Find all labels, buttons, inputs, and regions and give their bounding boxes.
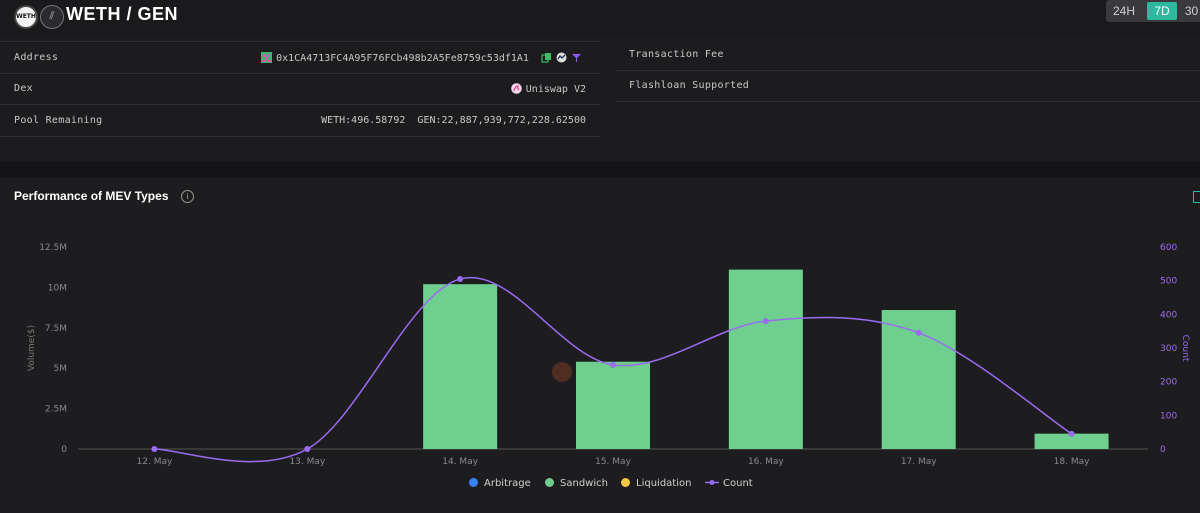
time-range-tabs: 24H 7D 30 — [1106, 0, 1200, 22]
count-point — [915, 329, 922, 336]
x-tick-label: 18. May — [1054, 457, 1090, 467]
legend-arbitrage-label: Arbitrage — [484, 478, 531, 489]
y-tick-label: 0 — [61, 445, 67, 455]
legend-liquidation-label: Liquidation — [636, 478, 692, 489]
x-tick-label: 17. May — [901, 457, 937, 467]
bar-sandwich — [423, 284, 498, 449]
info-icon[interactable]: i — [181, 190, 194, 203]
pool-gen-value: GEN:22,887,939,772,228.62500 — [417, 115, 586, 126]
dex-label: Dex — [14, 83, 33, 94]
count-point — [151, 446, 158, 452]
y-tick-label: 7.5M — [45, 324, 67, 334]
watermark-logo-icon — [552, 362, 572, 382]
y-axis-title: Volume($) — [27, 325, 37, 371]
pool-remaining-row: Pool Remaining WETH:496.58792 GEN:22,887… — [0, 105, 600, 137]
y2-tick-label: 0 — [1160, 445, 1166, 455]
y2-tick-label: 600 — [1160, 243, 1177, 253]
legend-arbitrage[interactable]: Arbitrage — [469, 478, 531, 489]
pool-remaining-value: WETH:496.58792 GEN:22,887,939,772,228.62… — [321, 115, 586, 126]
flashloan-label: Flashloan Supported — [629, 80, 750, 91]
page-title: WETH / GEN — [66, 4, 178, 24]
legend-sandwich[interactable]: Sandwich — [545, 478, 608, 489]
legend-liquidation-marker — [621, 478, 630, 487]
legend-count-marker — [705, 480, 719, 485]
legend-arbitrage-marker — [469, 478, 478, 487]
bar-sandwich — [1034, 433, 1109, 449]
y2-tick-label: 200 — [1160, 378, 1177, 388]
x-tick-label: 16. May — [748, 457, 784, 467]
tab-7d[interactable]: 7D — [1147, 2, 1177, 20]
mev-chart: EigenPhi02.5M5M7.5M10M12.5M0100200300400… — [27, 243, 1190, 467]
pool-remaining-label: Pool Remaining — [14, 115, 103, 126]
transaction-fee-row: Transaction Fee — [615, 40, 1200, 71]
y-tick-label: 12.5M — [39, 243, 67, 253]
count-point — [457, 275, 464, 282]
legend-count-label: Count — [723, 478, 753, 489]
x-tick-label: 14. May — [442, 457, 478, 467]
tab-30d[interactable]: 30 — [1184, 4, 1199, 18]
legend-count[interactable]: Count — [705, 478, 753, 489]
pool-weth-value: WETH:496.58792 — [321, 115, 406, 126]
address-row: Address 0x1CA4713FC4A95F76FCb498b2A5Fe87… — [0, 41, 600, 74]
count-point — [304, 446, 311, 452]
dex-link-icon[interactable] — [571, 52, 582, 63]
section-divider — [0, 162, 1200, 178]
flashloan-row: Flashloan Supported — [615, 71, 1200, 102]
bar-sandwich — [728, 269, 803, 449]
count-point — [1068, 430, 1075, 437]
mev-performance-card: EigenPhi02.5M5M7.5M10M12.5M0100200300400… — [0, 178, 1200, 513]
etherscan-icon[interactable] — [556, 52, 567, 63]
legend-liquidation[interactable]: Liquidation — [621, 478, 691, 489]
y-tick-label: 2.5M — [45, 405, 67, 415]
address-value[interactable]: 0x1CA4713FC4A95F76FCb498b2A5Fe8759c53df1… — [276, 53, 529, 64]
y2-tick-label: 100 — [1160, 411, 1177, 421]
expand-icon[interactable] — [1193, 191, 1200, 203]
weth-logo-icon: WETH — [14, 5, 38, 29]
y2-tick-label: 500 — [1160, 277, 1177, 287]
y-tick-label: 10M — [48, 283, 67, 293]
count-point — [762, 318, 769, 325]
address-identicon-icon — [261, 52, 273, 63]
uniswap-icon — [510, 83, 522, 94]
address-label: Address — [14, 52, 59, 63]
y2-axis-title: Count — [1180, 335, 1190, 362]
copy-icon[interactable] — [541, 52, 552, 63]
x-tick-label: 13. May — [289, 457, 325, 467]
transaction-fee-label: Transaction Fee — [629, 49, 724, 60]
legend-sandwich-marker — [545, 478, 554, 487]
address-value-group: 0x1CA4713FC4A95F76FCb498b2A5Fe8759c53df1… — [261, 52, 586, 64]
bar-sandwich — [576, 361, 650, 449]
pool-info-panel: Address 0x1CA4713FC4A95F76FCb498b2A5Fe87… — [0, 38, 1200, 162]
tab-24h[interactable]: 24H — [1112, 4, 1135, 18]
count-point — [610, 361, 616, 368]
dex-value: Uniswap V2 — [525, 84, 586, 95]
chart-title: Performance of MEV Types — [14, 189, 169, 203]
y2-tick-label: 400 — [1160, 310, 1177, 320]
dex-row: Dex Uniswap V2 — [0, 73, 600, 105]
dex-value-group: Uniswap V2 — [510, 83, 586, 95]
y2-tick-label: 300 — [1160, 344, 1177, 354]
x-tick-label: 15. May — [595, 457, 631, 467]
y-tick-label: 5M — [54, 364, 68, 374]
page-header: WETH ⫽ WETH / GEN 24H 7D 30 — [0, 0, 1200, 36]
legend-sandwich-label: Sandwich — [560, 478, 608, 489]
x-tick-label: 12. May — [137, 457, 173, 467]
gen-logo-icon: ⫽ — [40, 5, 64, 29]
weth-logo-text: WETH — [16, 13, 36, 20]
